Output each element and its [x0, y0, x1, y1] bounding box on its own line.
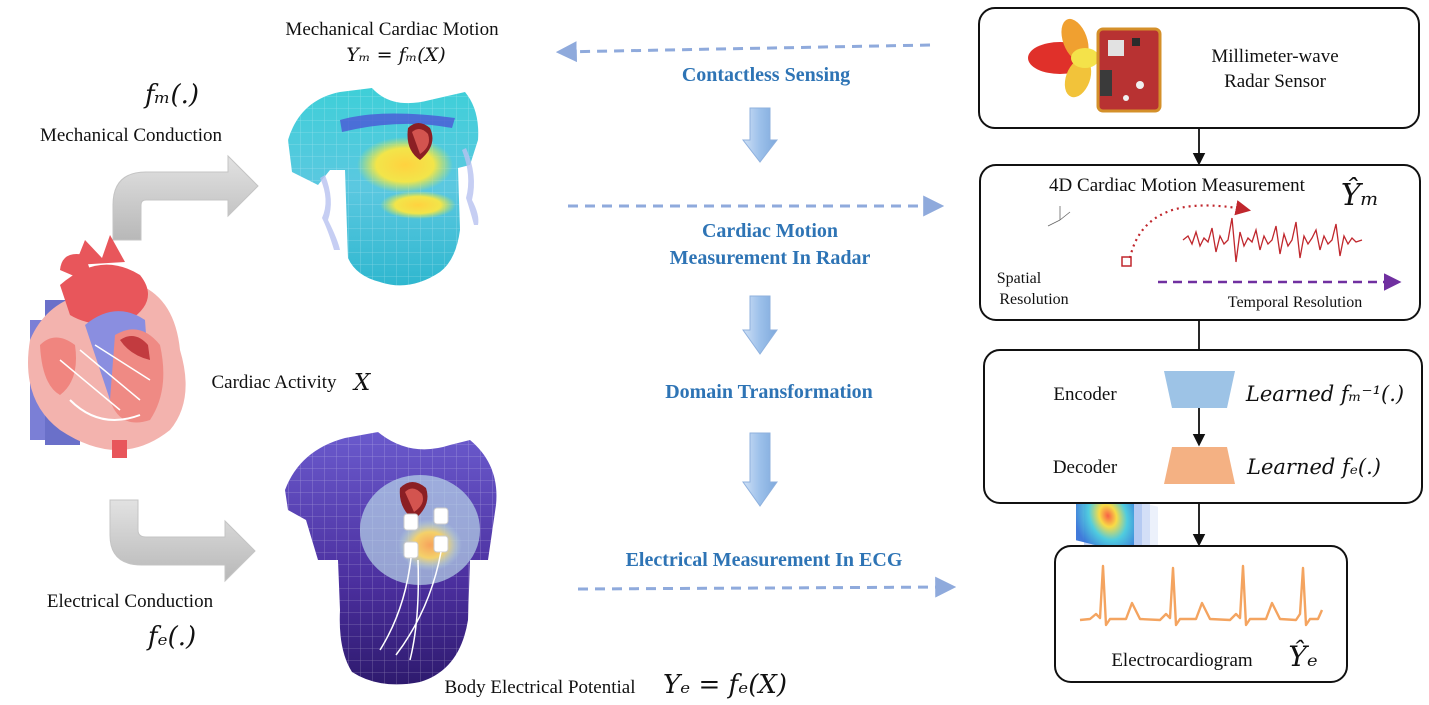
spatial-label-line1: Spatial — [997, 270, 1042, 287]
encoder-label: Encoder — [1053, 384, 1117, 405]
measurement-title: 4D Cardiac Motion Measurement — [1049, 175, 1306, 196]
encoder-learned-label: Learned fₘ⁻¹(.) — [1245, 382, 1404, 406]
measurement-symbol: Ŷₘ — [1341, 177, 1379, 213]
radar-beam-pattern-icon — [1028, 18, 1099, 98]
decoder-trapezoid — [1164, 447, 1235, 484]
cardiac-activity-label: Cardiac Activity — [211, 372, 337, 393]
electrical-measurement-label: Electrical Measurement In ECG — [626, 549, 903, 571]
cardiac-motion-label-line2: Measurement In Radar — [670, 247, 871, 269]
mech-motion-title: Mechanical Cardiac Motion — [285, 19, 499, 40]
elec-conduction-arrow — [109, 499, 256, 583]
radar-label-line1: Millimeter-wave — [1211, 46, 1338, 67]
mech-conduction-label: Mechanical Conduction — [40, 125, 223, 146]
contactless-label: Contactless Sensing — [682, 64, 850, 86]
domain-transformation-label: Domain Transformation — [665, 381, 873, 403]
fm-symbol: fₘ(.) — [143, 80, 199, 110]
mech-motion-equation: Yₘ = fₘ(X) — [346, 44, 445, 66]
ecg-box — [1054, 545, 1348, 683]
radar-motion-waveform — [1182, 217, 1363, 263]
spatial-label-line2: Resolution — [999, 291, 1068, 308]
down-arrow-2 — [742, 295, 778, 355]
elec-conduction-label: Electrical Conduction — [47, 591, 214, 612]
temporal-label: Temporal Resolution — [1228, 294, 1362, 311]
electrical-torso-model — [285, 432, 497, 685]
down-arrow-3 — [742, 432, 778, 507]
mechanical-torso-model — [288, 88, 479, 286]
body-potential-equation: Yₑ = fₑ(X) — [663, 670, 787, 700]
body-potential-label: Body Electrical Potential — [444, 677, 635, 698]
cardiac-point-dotted-arrow — [1128, 200, 1252, 259]
fe-symbol: fₑ(.) — [146, 622, 196, 652]
ecg-dashed-arrow — [577, 576, 957, 598]
down-arrow-1 — [741, 107, 779, 163]
heart-illustration — [28, 235, 186, 458]
decoder-label: Decoder — [1053, 457, 1118, 478]
radar-board-icon — [1096, 27, 1162, 113]
ecg-symbol: Ŷₑ — [1288, 640, 1317, 673]
radar-label-line2: Radar Sensor — [1224, 71, 1327, 92]
cardiac-motion-label-line1: Cardiac Motion — [702, 220, 838, 242]
mech-conduction-arrow — [112, 154, 259, 241]
ecg-label: Electrocardiogram — [1111, 650, 1253, 671]
encoder-decoder-box — [983, 349, 1423, 504]
encoder-trapezoid — [1164, 371, 1235, 408]
cardiac-activity-var: X — [352, 370, 372, 396]
ecg-waveform — [1079, 564, 1324, 627]
decoder-learned-label: Learned fₑ(.) — [1246, 455, 1381, 479]
contactless-dashed-arrow — [555, 41, 931, 63]
